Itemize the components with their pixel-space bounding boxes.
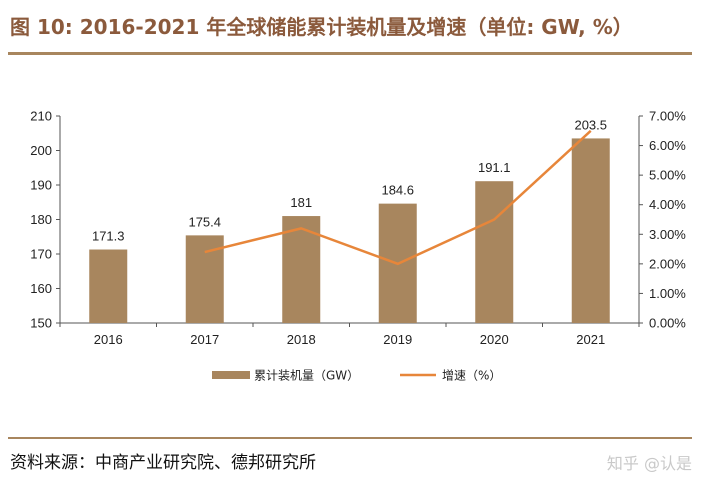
source-note: 资料来源：中商产业研究院、德邦研究所	[10, 453, 316, 473]
x-tick-label: 2020	[480, 332, 509, 347]
bar	[475, 181, 514, 323]
y-right-tick-label: 6.00%	[649, 138, 686, 153]
y-left-tick-label: 200	[30, 143, 52, 158]
y-left-tick-label: 150	[30, 316, 52, 331]
bar-data-label: 184.6	[381, 183, 414, 198]
y-left-tick-label: 160	[30, 281, 52, 296]
chart-area: 150 160 170 180 190 200 210 0.00% 1.00% 2.00% 3.00…	[30, 109, 686, 383]
bar-data-label: 181	[290, 195, 312, 210]
bar-data-label: 175.4	[188, 214, 221, 229]
title-divider	[8, 52, 692, 55]
legend-label-bar: 累计装机量（GW）	[254, 369, 359, 383]
bar-data-label: 191.1	[478, 160, 511, 175]
x-tick-label: 2019	[383, 332, 412, 347]
y-left-tick-label: 190	[30, 178, 52, 193]
y-left-tick-label: 180	[30, 212, 52, 227]
watermark: 知乎 @认是	[606, 454, 692, 473]
bar	[89, 249, 128, 323]
y-right-tick-label: 0.00%	[649, 316, 686, 331]
growth-line	[204, 129, 592, 266]
chart-title: 图 10: 2016-2021 年全球储能累计装机量及增速（单位: GW, %）	[10, 15, 633, 39]
footer-divider	[8, 437, 692, 439]
y-right-tick-label: 3.00%	[649, 227, 686, 242]
y-left-tick-label: 210	[30, 109, 52, 124]
x-tick-label: 2018	[287, 332, 316, 347]
x-tick-label: 2021	[576, 332, 605, 347]
y-right-tick-label: 7.00%	[649, 109, 686, 124]
y-right-tick-label: 2.00%	[649, 256, 686, 271]
legend-swatch-bar	[212, 371, 250, 379]
y-right-tick-label: 4.00%	[649, 197, 686, 212]
bar	[571, 138, 610, 323]
y-right-tick-label: 5.00%	[649, 168, 686, 183]
y-right-tick-label: 1.00%	[649, 286, 686, 301]
legend-label-line: 增速（%）	[442, 369, 501, 383]
bar-data-label: 171.3	[92, 229, 125, 244]
bar-data-label: 203.5	[574, 117, 607, 132]
x-tick-label: 2017	[190, 332, 219, 347]
y-left-tick-label: 170	[30, 247, 52, 262]
x-tick-label: 2016	[94, 332, 123, 347]
